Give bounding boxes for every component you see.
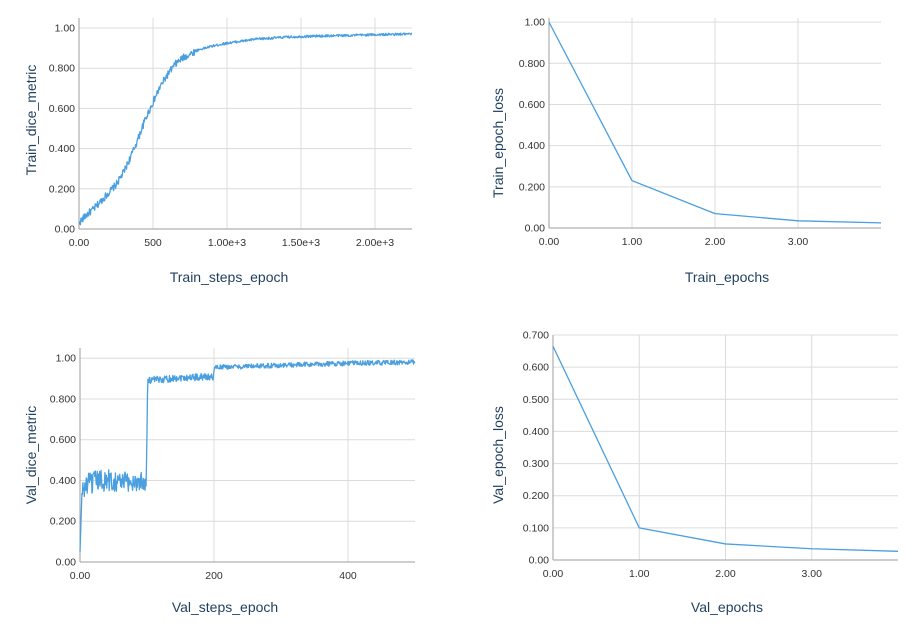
x-tick-label: 500 bbox=[144, 237, 162, 249]
y-tick-label: 0.200 bbox=[519, 181, 545, 193]
y-tick-label: 1.00 bbox=[55, 23, 76, 35]
x-axis-title: Train_epochs bbox=[685, 269, 769, 285]
y-tick-label: 0.300 bbox=[523, 458, 549, 470]
y-tick-label: 0.100 bbox=[523, 522, 549, 534]
x-tick-label: 0.00 bbox=[543, 568, 564, 580]
series-line bbox=[78, 32, 413, 226]
x-tick-label: 0.00 bbox=[539, 236, 560, 248]
y-tick-label: 0.600 bbox=[49, 103, 75, 115]
y-tick-label: 0.800 bbox=[50, 393, 76, 405]
x-tick-label: 0.00 bbox=[70, 570, 91, 582]
y-tick-label: 0.00 bbox=[529, 555, 550, 567]
x-tick-label: 200 bbox=[205, 570, 223, 582]
y-tick-label: 0.800 bbox=[519, 58, 545, 70]
x-axis-title: Val_epochs bbox=[691, 599, 763, 615]
x-tick-label: 1.00 bbox=[622, 236, 643, 248]
x-tick-label: 3.00 bbox=[802, 568, 823, 580]
x-axis-title: Train_steps_epoch bbox=[170, 269, 289, 285]
chart-train-dice: 0.00 0.200 0.400 0.600 0.800 1.00 0.00 500 1.00e… bbox=[23, 18, 413, 285]
chart-train-loss: 0.00 0.200 0.400 0.600 0.800 1.00 0.00 1.00 2.00… bbox=[490, 17, 882, 285]
y-axis-title: Train_dice_metric bbox=[23, 65, 39, 176]
x-tick-label: 1.00e+3 bbox=[208, 237, 246, 249]
x-axis-title: Val_steps_epoch bbox=[172, 599, 278, 615]
y-tick-label: 0.00 bbox=[525, 223, 546, 235]
x-tick-label: 2.00 bbox=[715, 568, 736, 580]
y-axis-title: Train_epoch_loss bbox=[490, 88, 506, 198]
x-tick-label: 1.50e+3 bbox=[282, 237, 320, 249]
y-tick-label: 0.400 bbox=[50, 475, 76, 487]
x-tick-label: 1.00 bbox=[629, 568, 650, 580]
y-tick-label: 0.200 bbox=[523, 490, 549, 502]
series-line bbox=[79, 359, 416, 552]
x-tick-label: 2.00 bbox=[705, 236, 726, 248]
y-tick-label: 0.200 bbox=[49, 183, 75, 195]
y-tick-label: 0.400 bbox=[523, 426, 549, 438]
y-tick-label: 1.00 bbox=[56, 353, 77, 365]
y-axis-title: Val_epoch_loss bbox=[490, 406, 506, 504]
y-tick-label: 1.00 bbox=[525, 17, 546, 29]
x-tick-label: 3.00 bbox=[788, 236, 809, 248]
y-axis-title: Val_dice_metric bbox=[23, 406, 39, 505]
chart-val-loss: 0.00 0.100 0.200 0.300 0.400 0.500 0.600 0.700 0… bbox=[490, 330, 899, 615]
y-tick-label: 0.400 bbox=[49, 143, 75, 155]
y-tick-label: 0.600 bbox=[523, 362, 549, 374]
x-tick-label: 400 bbox=[339, 570, 357, 582]
y-tick-label: 0.00 bbox=[56, 557, 77, 569]
y-tick-label: 0.400 bbox=[519, 140, 545, 152]
y-tick-label: 0.600 bbox=[50, 434, 76, 446]
y-tick-label: 0.500 bbox=[523, 394, 549, 406]
y-tick-label: 0.00 bbox=[55, 224, 76, 236]
chart-val-dice: 0.00 0.200 0.400 0.600 0.800 1.00 0.00 200 400 Va… bbox=[23, 348, 416, 615]
y-tick-label: 0.800 bbox=[49, 63, 75, 75]
x-tick-label: 0.00 bbox=[69, 237, 90, 249]
y-tick-label: 0.700 bbox=[523, 330, 549, 342]
y-tick-label: 0.600 bbox=[519, 99, 545, 111]
y-tick-label: 0.200 bbox=[50, 516, 76, 528]
x-tick-label: 2.00e+3 bbox=[356, 237, 394, 249]
